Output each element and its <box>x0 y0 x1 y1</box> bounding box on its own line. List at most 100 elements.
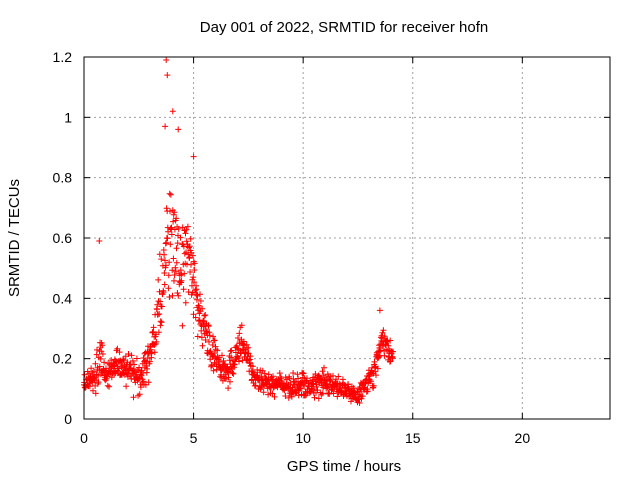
data-point <box>197 298 204 304</box>
data-point <box>297 385 304 392</box>
data-point <box>96 363 103 370</box>
data-point <box>184 223 191 230</box>
x-axis-label: GPS time / hours <box>287 458 401 475</box>
data-point <box>374 365 381 372</box>
data-point <box>295 375 302 382</box>
data-point <box>182 230 189 237</box>
data-point <box>258 373 265 380</box>
data-point <box>157 298 164 305</box>
data-point <box>330 390 337 397</box>
data-point <box>321 364 327 371</box>
data-point <box>214 347 221 354</box>
data-point <box>191 260 198 267</box>
data-point <box>150 324 157 331</box>
data-point <box>380 327 387 334</box>
data-point <box>189 252 196 259</box>
data-point <box>193 286 200 293</box>
data-point <box>115 368 122 375</box>
data-point <box>194 333 201 340</box>
y-tick-label: 0.4 <box>53 290 73 306</box>
y-tick-label: 0.8 <box>53 170 73 186</box>
data-point <box>247 359 254 366</box>
data-point <box>167 208 173 215</box>
data-point <box>235 335 241 341</box>
data-point <box>183 238 190 245</box>
data-point <box>225 374 232 381</box>
data-point <box>304 375 310 382</box>
data-point <box>129 357 136 364</box>
data-point <box>319 368 326 375</box>
data-point <box>161 270 168 276</box>
data-point <box>175 225 182 232</box>
data-point <box>120 356 126 363</box>
data-point <box>128 352 135 359</box>
data-point <box>126 362 133 369</box>
data-point <box>196 317 203 324</box>
data-point <box>319 390 326 397</box>
data-point <box>104 382 111 389</box>
axis-ticks: 0 5 10 15 20 0 0.2 0.4 0.6 0.8 1 1.2 <box>53 49 610 446</box>
data-point <box>330 372 336 379</box>
data-point <box>167 225 174 232</box>
data-point <box>325 390 332 396</box>
data-point <box>136 364 143 371</box>
data-point <box>153 338 160 345</box>
data-point <box>227 378 233 385</box>
data-point <box>335 373 342 380</box>
data-point <box>210 333 216 340</box>
data-point <box>186 243 193 250</box>
data-point <box>160 289 167 296</box>
data-point <box>234 345 241 352</box>
data-point <box>137 384 144 391</box>
data-point <box>137 371 144 378</box>
data-point <box>198 334 205 341</box>
data-point <box>173 215 180 222</box>
data-point <box>158 256 165 263</box>
data-point <box>145 379 152 386</box>
data-point <box>227 348 234 355</box>
data-point <box>174 240 181 247</box>
data-point <box>292 390 299 397</box>
data-point <box>163 262 169 269</box>
data-point <box>133 355 140 362</box>
data-point <box>156 251 163 258</box>
data-point <box>359 393 366 400</box>
data-point <box>373 372 379 379</box>
data-point <box>172 264 179 271</box>
data-point <box>201 312 208 319</box>
x-tick-label: 5 <box>190 430 198 446</box>
data-point <box>120 357 127 364</box>
scatter-points <box>81 57 396 406</box>
data-point <box>271 393 278 400</box>
data-point <box>240 341 246 348</box>
data-point <box>334 393 341 400</box>
data-point <box>162 240 169 247</box>
data-point <box>210 367 217 374</box>
data-point <box>219 352 225 359</box>
data-point <box>300 381 307 388</box>
data-point <box>167 191 174 198</box>
data-point <box>312 371 319 377</box>
data-point <box>247 353 254 360</box>
plot-frame <box>83 56 611 420</box>
data-point <box>106 383 113 390</box>
data-point <box>171 272 178 278</box>
data-point <box>187 269 194 275</box>
data-point <box>173 245 180 252</box>
data-point <box>285 394 292 401</box>
x-tick-label: 15 <box>405 430 421 446</box>
data-point <box>390 348 396 355</box>
data-point <box>102 377 109 384</box>
data-point <box>99 342 106 349</box>
data-point <box>92 360 99 367</box>
data-point <box>295 392 302 399</box>
data-point <box>172 268 179 275</box>
data-point <box>156 311 163 317</box>
data-point <box>163 205 170 212</box>
data-point <box>165 272 172 279</box>
data-point <box>348 398 354 405</box>
data-point <box>181 250 188 257</box>
data-point <box>191 267 198 273</box>
data-point <box>131 361 138 368</box>
